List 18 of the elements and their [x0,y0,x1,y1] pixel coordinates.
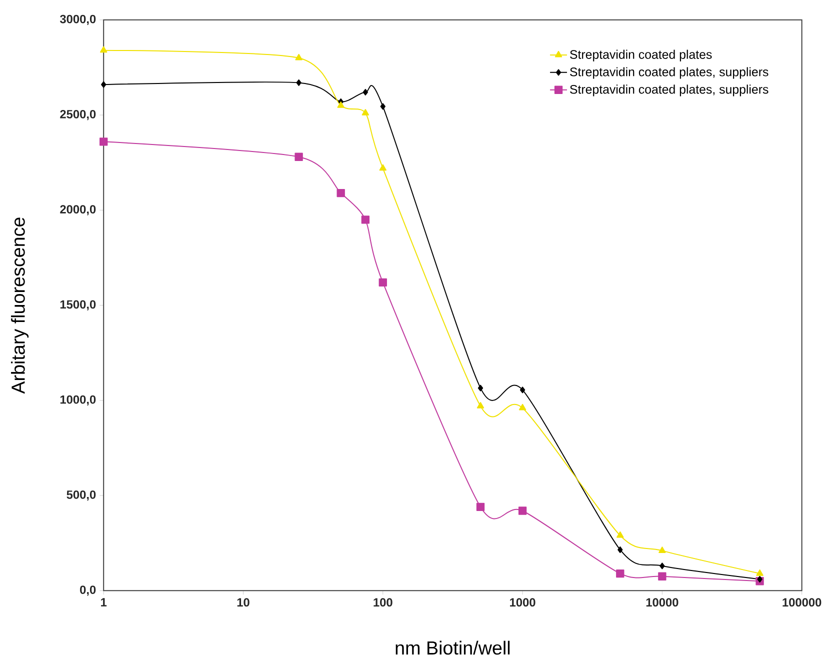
x-tick-label: 100 [374,598,392,606]
y-tick-label: 2500,0 [60,110,96,120]
y-tick-label: 3000,0 [60,14,96,25]
y-tick-label: 2000,0 [60,204,96,216]
x-tick-label: 1000 [510,598,536,606]
x-axis-title: nm Biotin/well [396,640,510,654]
x-tick-label: 10 [237,598,250,606]
x-tick-label: 10000 [646,598,678,606]
legend-label: Streptavidin coated plates, suppliers [570,67,768,79]
legend-label: Streptavidin coated plates, suppliers [570,84,768,96]
x-tick-label: 1 [101,598,107,606]
y-axis-title: Arbitary fluorescence [11,217,29,394]
legend-label: Streptavidin coated plates [570,50,712,62]
x-tick-label: 100000 [782,598,822,606]
y-tick-label: 1000,0 [60,395,96,406]
y-tick-label: 500,0 [66,490,96,500]
y-tick-label: 1500,0 [60,300,96,310]
y-tick-label: 0,0 [80,585,96,596]
